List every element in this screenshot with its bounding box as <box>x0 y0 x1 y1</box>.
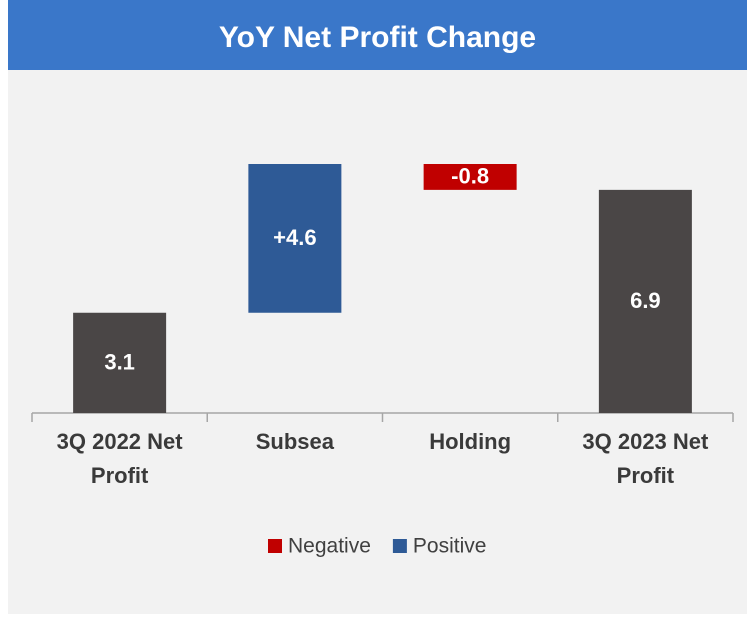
data-label: 6.9 <box>630 288 661 313</box>
x-tick-label: Subsea <box>255 429 334 454</box>
data-label: -0.8 <box>451 164 489 189</box>
legend-swatch <box>268 539 282 553</box>
bar <box>423 164 517 190</box>
data-label: 3.1 <box>104 350 135 375</box>
chart-title: YoY Net Profit Change <box>8 0 747 70</box>
legend-swatch <box>392 539 407 553</box>
data-label: +4.6 <box>273 225 316 250</box>
x-tick-label: Holding <box>429 429 512 454</box>
x-tick-label: 3Q 2023 Net Profit <box>582 429 709 488</box>
legend-label: Negative <box>288 535 371 558</box>
bar <box>73 312 167 413</box>
bar <box>598 189 692 413</box>
legend-label: Positive <box>413 535 487 558</box>
x-tick-label: 3Q 2022 Net Profit <box>56 429 183 488</box>
bar <box>248 164 342 313</box>
